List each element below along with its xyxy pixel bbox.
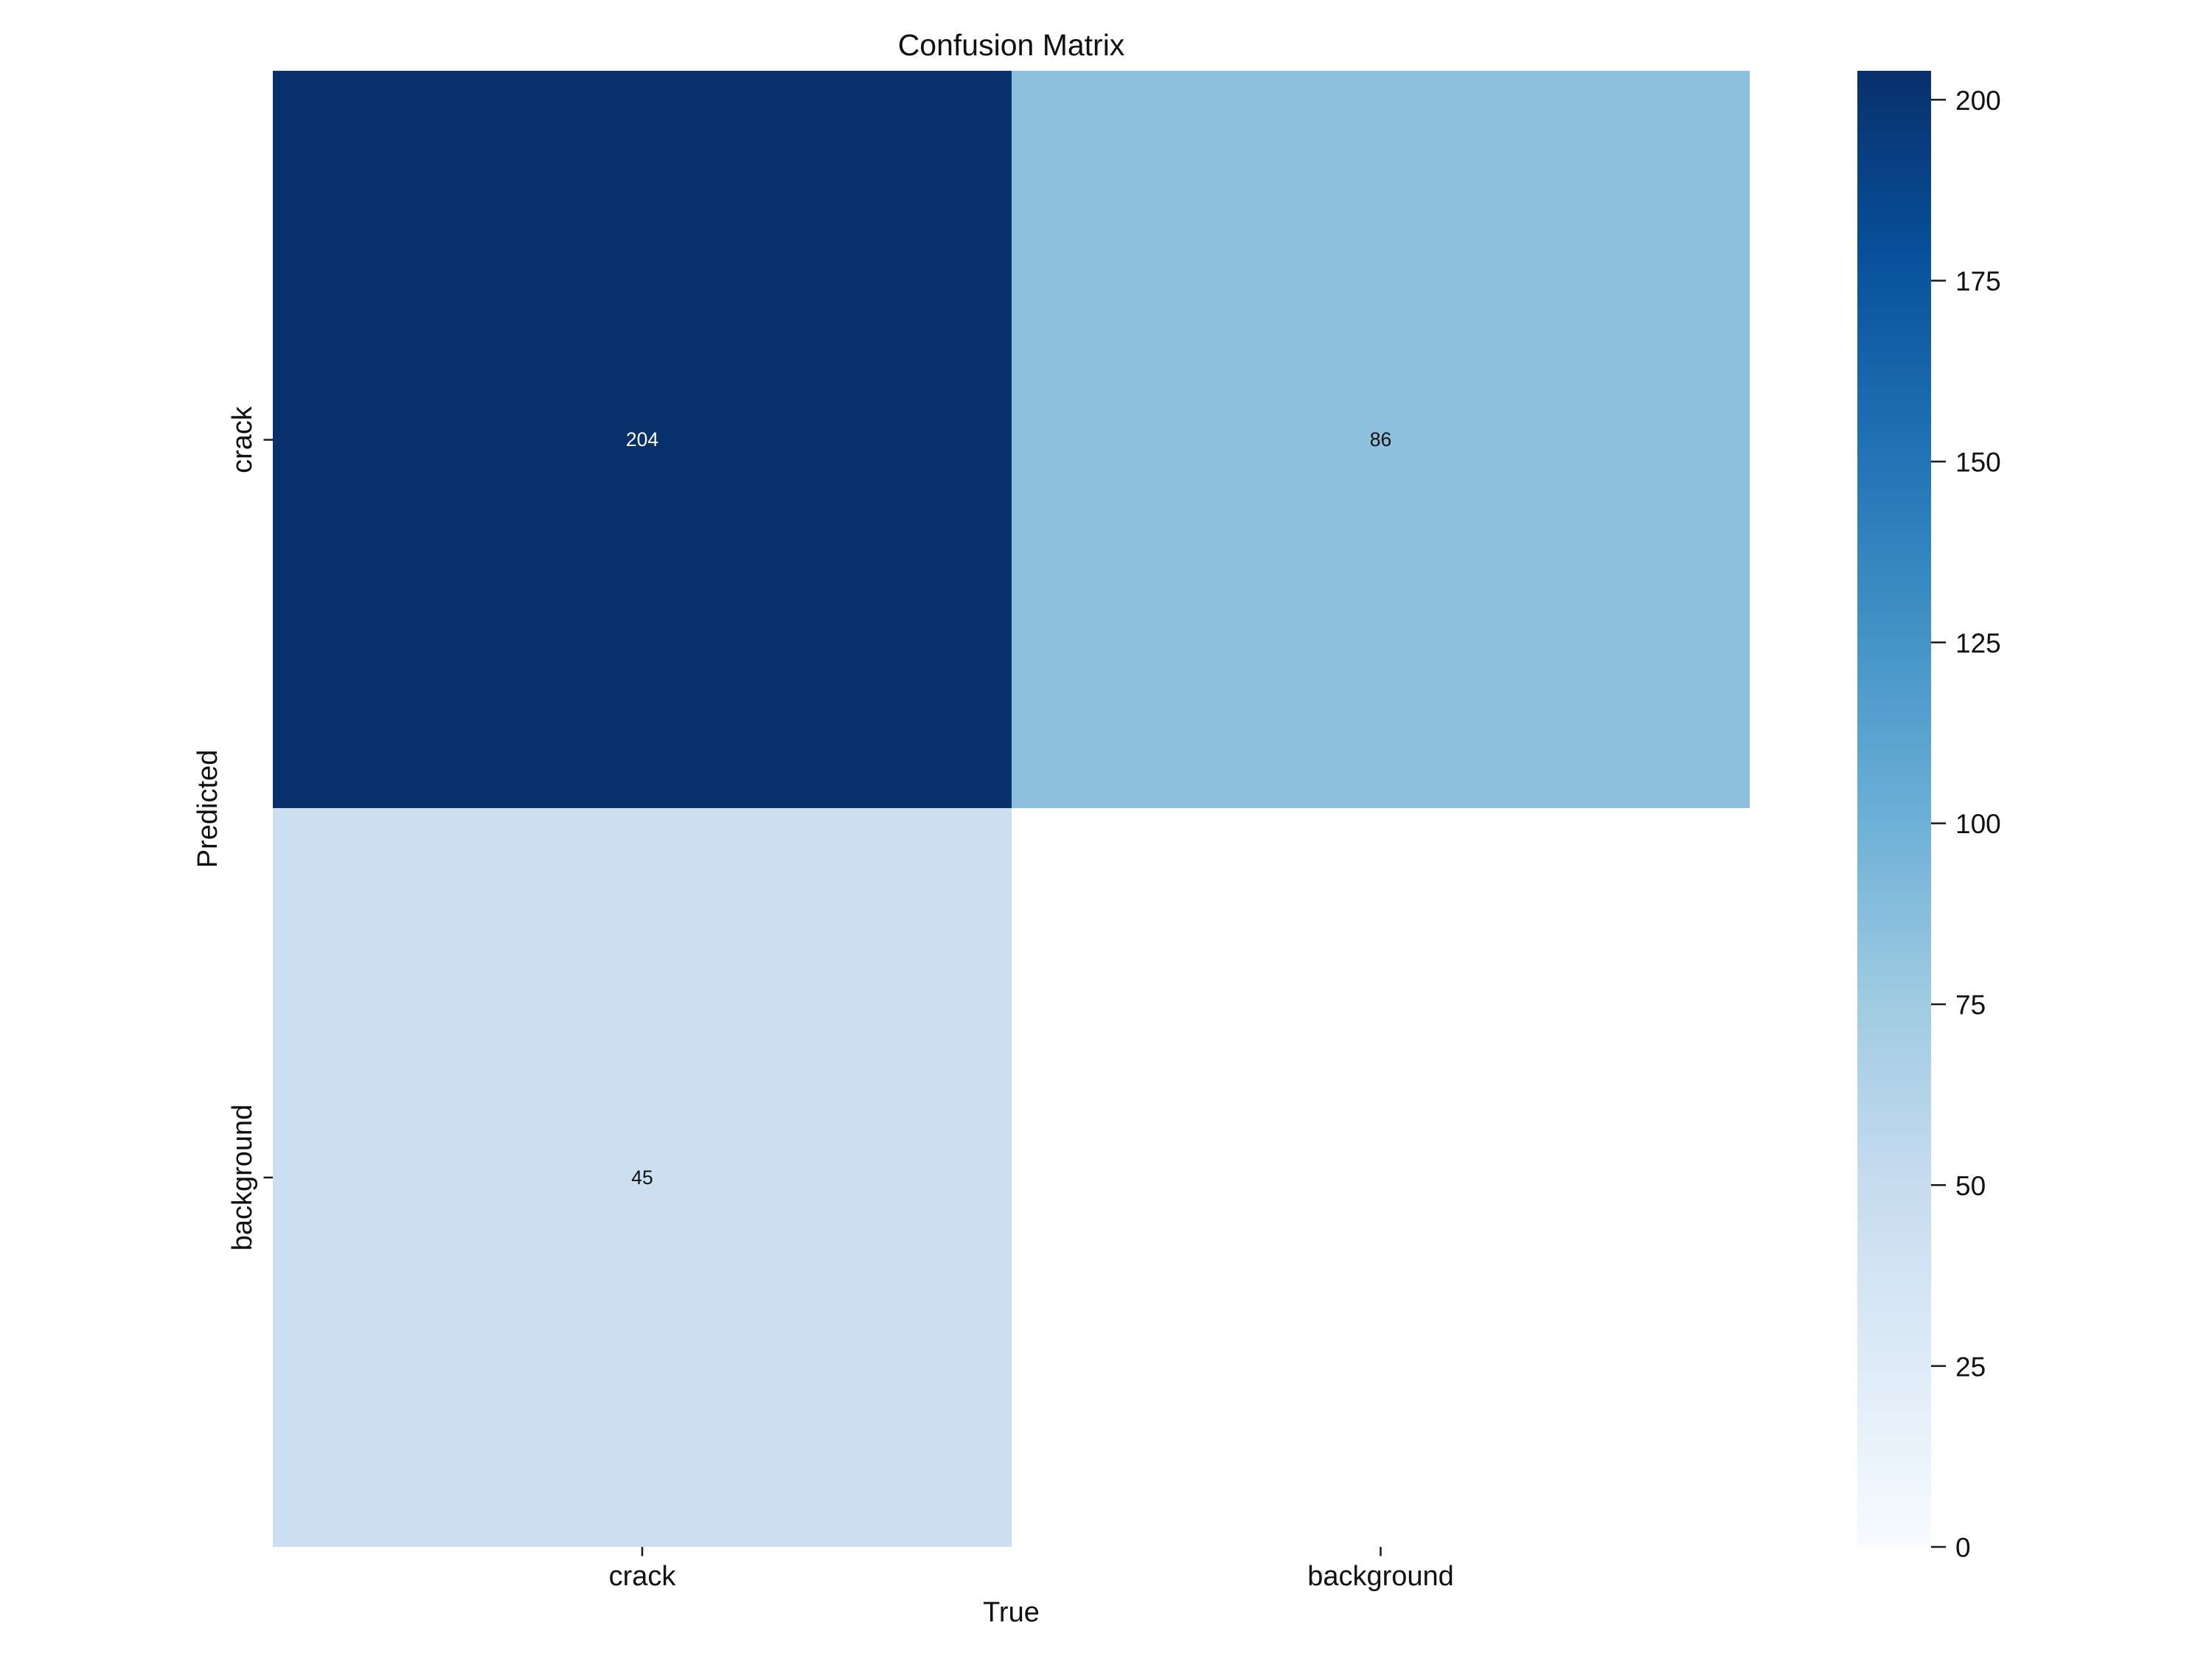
svg-text:150: 150 (1955, 448, 2001, 478)
svg-text:75: 75 (1955, 990, 1986, 1020)
svg-text:50: 50 (1955, 1171, 1986, 1201)
svg-text:True: True (983, 1597, 1040, 1628)
svg-text:125: 125 (1955, 628, 2001, 658)
svg-text:204: 204 (626, 428, 658, 451)
svg-text:200: 200 (1955, 86, 2001, 116)
svg-text:background: background (1307, 1561, 1454, 1592)
svg-text:100: 100 (1955, 809, 2001, 839)
svg-text:86: 86 (1370, 428, 1391, 451)
svg-text:175: 175 (1955, 266, 2001, 296)
svg-text:Predicted: Predicted (192, 750, 223, 869)
svg-text:25: 25 (1955, 1352, 1986, 1382)
svg-text:crack: crack (609, 1561, 677, 1592)
svg-text:crack: crack (227, 406, 258, 473)
svg-text:45: 45 (631, 1166, 653, 1189)
svg-text:0: 0 (1955, 1533, 1971, 1563)
svg-text:background: background (227, 1105, 258, 1251)
svg-text:Confusion Matrix: Confusion Matrix (898, 28, 1125, 62)
